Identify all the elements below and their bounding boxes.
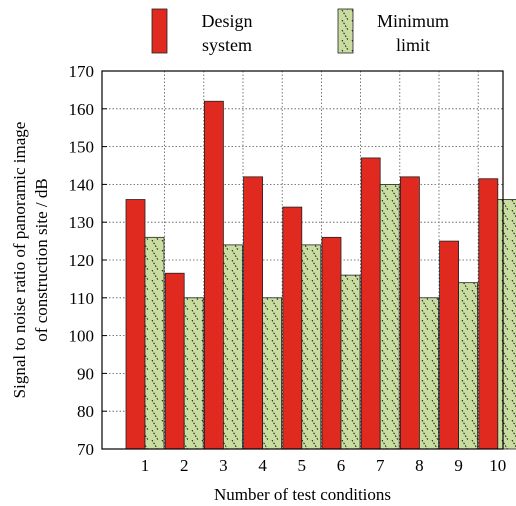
bar-design-system-1 — [125, 199, 146, 450]
bar-design-system-8 — [399, 176, 420, 450]
x-tick-label: 7 — [376, 456, 385, 475]
legend: Design system Minimum limit — [151, 8, 449, 55]
y-axis-label-line-2: of construction site / dB — [32, 178, 51, 341]
bar-minimum-limit-3 — [222, 244, 243, 450]
y-tick-label: 150 — [69, 138, 95, 157]
bar-design-system-3 — [203, 100, 224, 450]
x-tick-label: 10 — [489, 456, 506, 475]
y-tick-label: 90 — [77, 364, 94, 383]
y-tick-label: 140 — [69, 175, 95, 194]
axes: 70 80 90 100 110 120 130 140 150 160 170 1 2 3 4 5 6 7 8 9 1… — [69, 62, 507, 475]
bar-design-system-2 — [164, 272, 185, 450]
y-axis-label-line-1: Signal to noise ratio of panoramic image — [10, 122, 29, 399]
legend-label-minimum-limit: Minimum — [377, 11, 449, 31]
bar-design-system-7 — [360, 157, 381, 450]
bar-minimum-limit-9 — [458, 282, 479, 450]
bars — [125, 100, 516, 450]
y-tick-label: 130 — [69, 213, 95, 232]
bar-minimum-limit-2 — [183, 297, 204, 450]
x-tick-label: 2 — [180, 456, 189, 475]
y-tick-label: 110 — [69, 289, 94, 308]
bar-design-system-5 — [282, 206, 303, 450]
x-tick-label: 6 — [337, 456, 346, 475]
x-tick-label: 4 — [258, 456, 267, 475]
bar-minimum-limit-10 — [497, 199, 516, 450]
legend-swatch-minimum-limit — [337, 8, 354, 54]
y-tick-label: 100 — [69, 327, 95, 346]
y-tick-label: 80 — [77, 402, 94, 421]
x-axis-label: Number of test conditions — [214, 485, 391, 504]
legend-swatch-design-system — [151, 8, 168, 54]
legend-label-design-system: system — [202, 35, 252, 55]
y-tick-label: 170 — [69, 62, 95, 81]
bar-design-system-10 — [478, 178, 499, 450]
bar-design-system-9 — [439, 240, 460, 450]
bar-minimum-limit-5 — [301, 244, 322, 450]
bar-design-system-6 — [321, 236, 342, 450]
bar-minimum-limit-4 — [262, 297, 283, 450]
y-tick-label: 70 — [77, 440, 94, 459]
x-tick-label: 3 — [219, 456, 228, 475]
bar-minimum-limit-6 — [340, 274, 361, 450]
x-tick-label: 5 — [298, 456, 307, 475]
x-tick-label: 9 — [454, 456, 463, 475]
bar-design-system-4 — [243, 176, 264, 450]
grid-lines — [102, 71, 503, 449]
plot-frame — [101, 70, 504, 450]
bar-minimum-limit-7 — [379, 183, 400, 450]
legend-label-design-system: Design — [202, 11, 253, 31]
y-tick-label: 160 — [69, 100, 95, 119]
x-tick-label: 1 — [141, 456, 150, 475]
bar-minimum-limit-8 — [418, 297, 439, 450]
bar-minimum-limit-1 — [144, 236, 165, 450]
y-tick-label: 120 — [69, 251, 95, 270]
x-tick-label: 8 — [415, 456, 424, 475]
legend-label-minimum-limit: limit — [396, 35, 430, 55]
